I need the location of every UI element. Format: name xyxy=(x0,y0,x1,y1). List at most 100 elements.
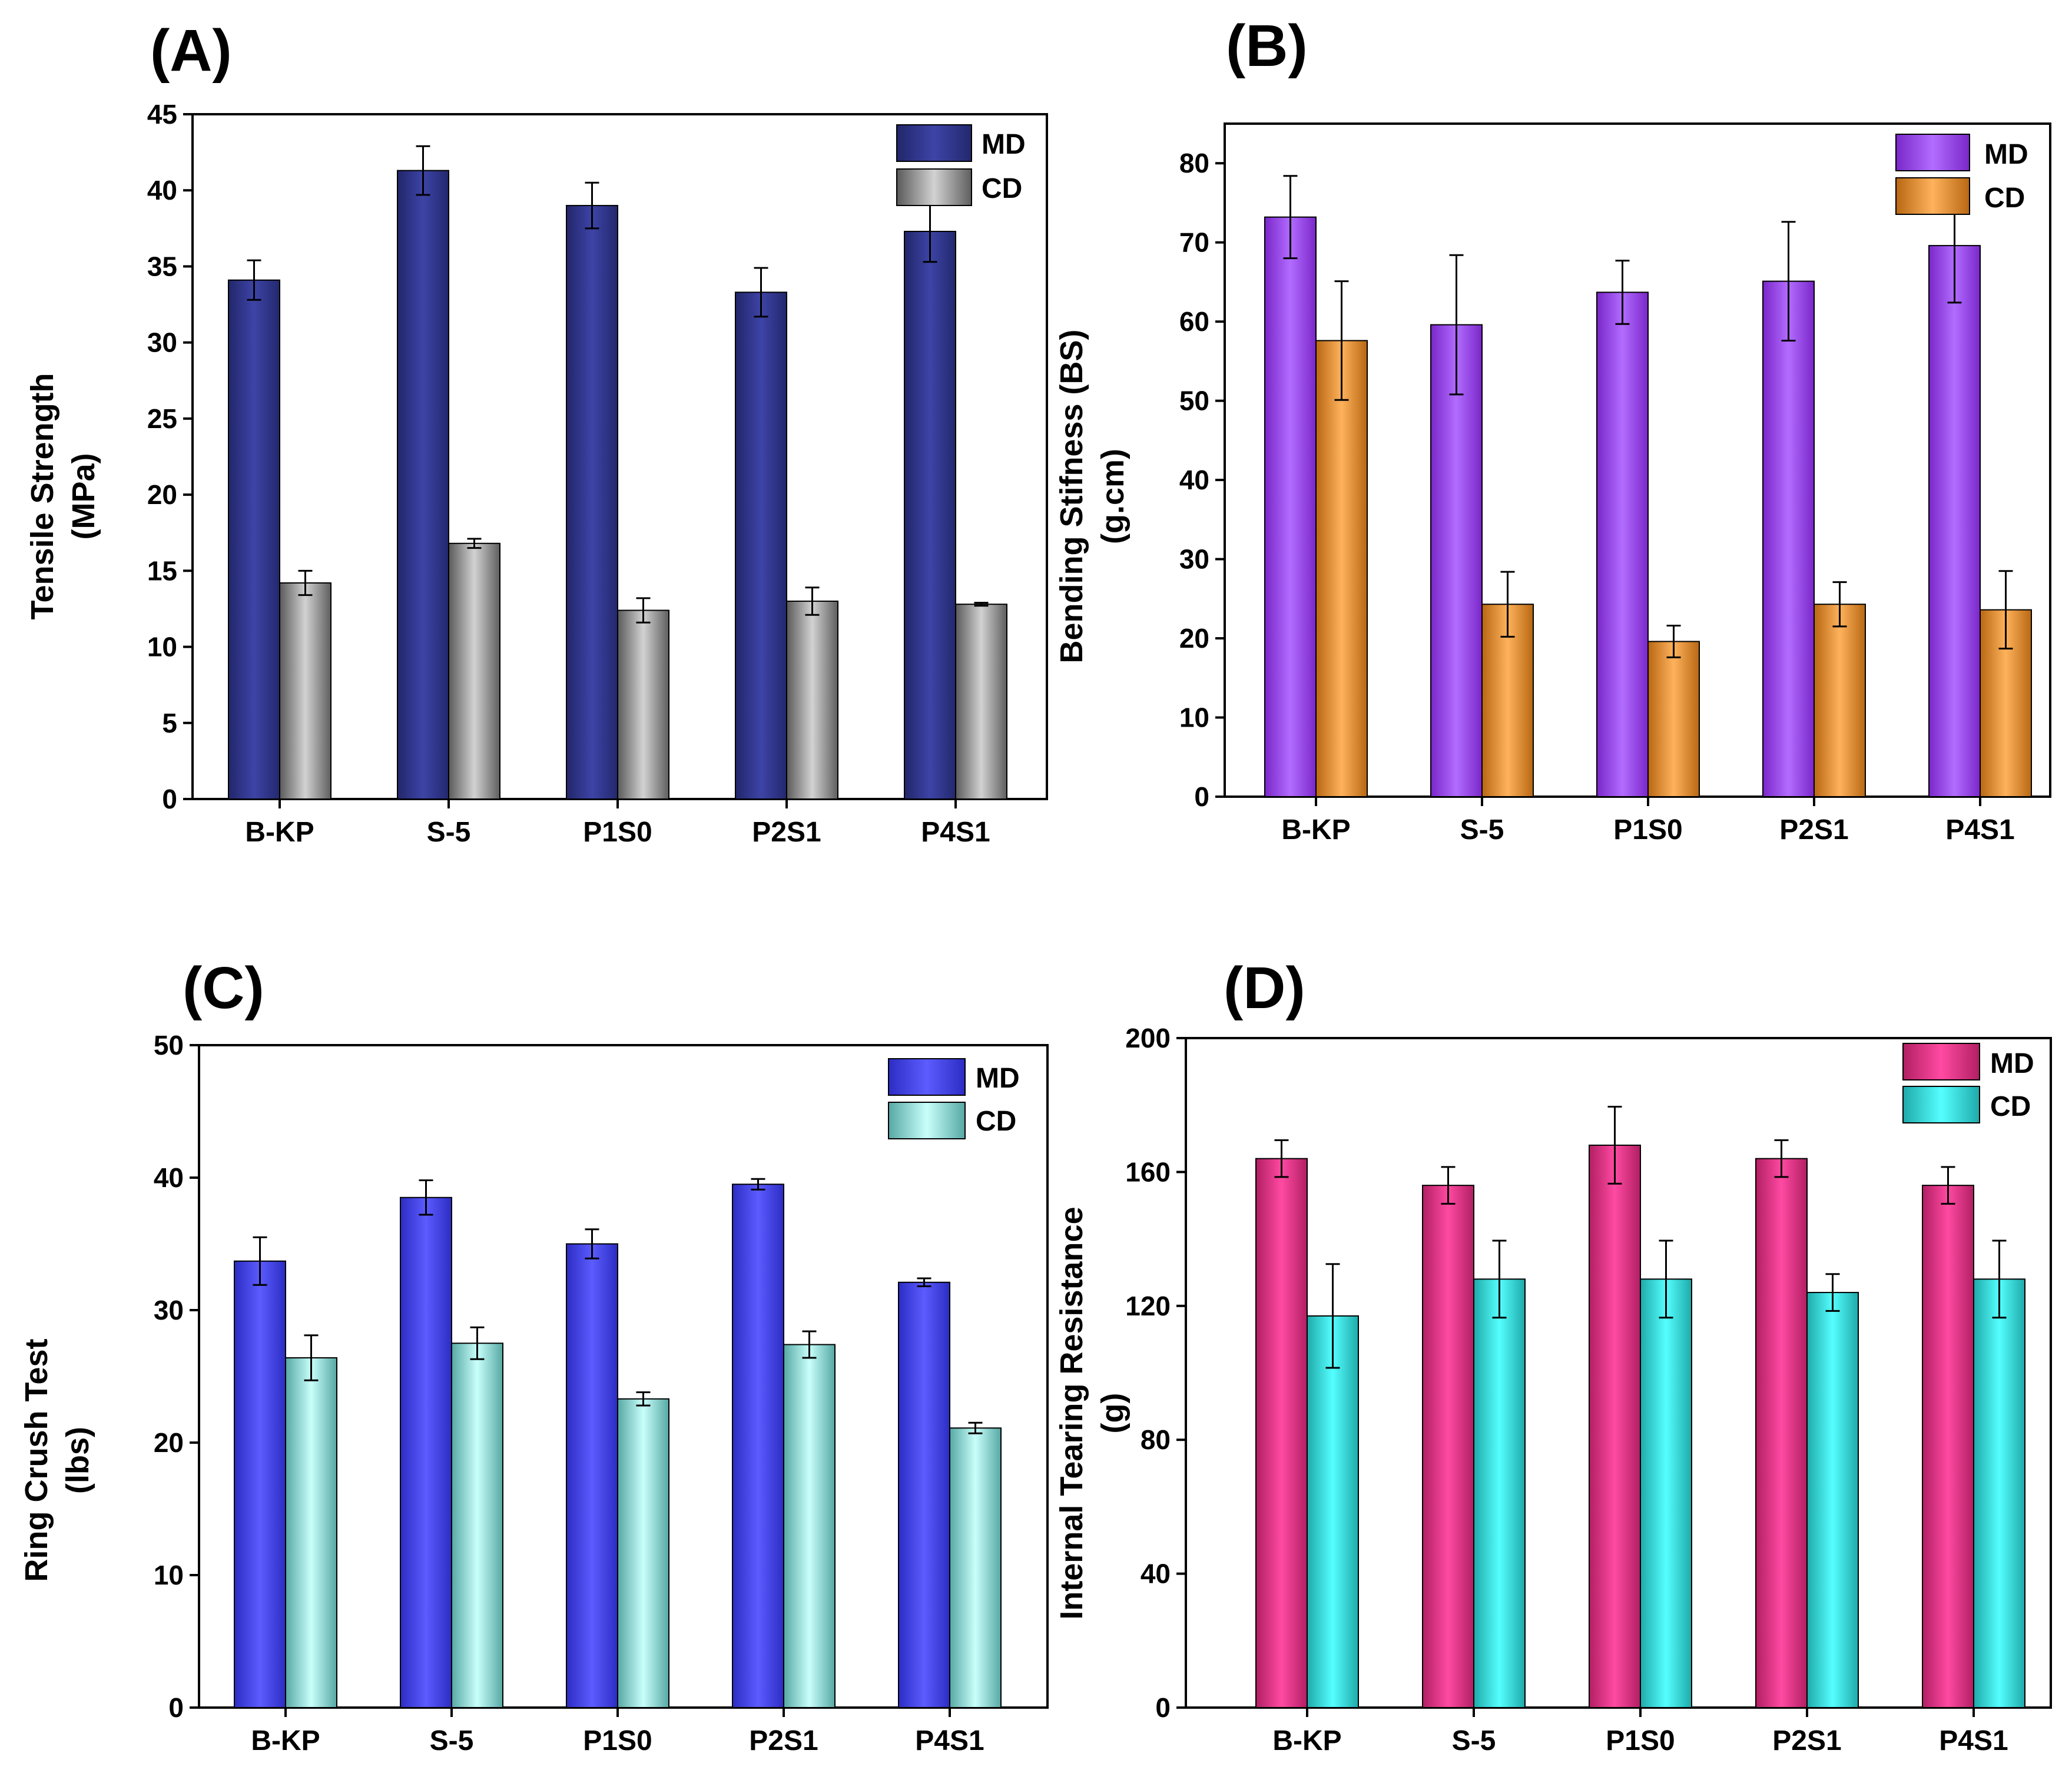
panel-a-ylabel-line2: (MPa) xyxy=(66,453,101,540)
panel-c-ytick-label: 0 xyxy=(168,1692,184,1723)
panel-b-bars xyxy=(1264,175,2032,797)
panel-c-ytick-label: 40 xyxy=(154,1162,184,1193)
panel-d-bar-md-s-5 xyxy=(1422,1185,1474,1708)
panel-b-bar-cd-p1s0 xyxy=(1647,641,1700,797)
panel-b-ytick-label: 10 xyxy=(1179,702,1209,733)
panel-c-ytick-label: 10 xyxy=(154,1560,184,1590)
panel-a-ytick-label: 10 xyxy=(147,632,177,662)
panel-a-ytick-label: 20 xyxy=(147,479,177,510)
panel-c-bar-cd-p2s1 xyxy=(783,1344,836,1708)
panel-a-ytick-label: 5 xyxy=(162,708,177,738)
panel-c-xtick-label: P2S1 xyxy=(749,1725,818,1756)
panel-c-legend-cd-label: CD xyxy=(976,1106,1016,1137)
panel-a-xtick-label: S-5 xyxy=(427,817,471,848)
panel-d-ytick-label: 200 xyxy=(1125,1023,1171,1053)
panel-b-y-axis: 0 10 20 30 40 50 60 70 80 xyxy=(1179,148,1225,812)
panel-a-bar-cd-s-5 xyxy=(448,542,500,800)
panel-b: (B) Bending Stifness (BS) (g.cm) 0 10 20 30… xyxy=(1054,13,2051,846)
panel-a-ytick-label: 45 xyxy=(147,99,177,130)
panel-a-xtick-label: P2S1 xyxy=(752,817,821,848)
panel-d-ylabel-line2: (g) xyxy=(1095,1393,1131,1434)
panel-a-bar-cd-p4s1 xyxy=(955,604,1007,800)
panel-b-legend-cd-label: CD xyxy=(1984,183,2025,214)
panel-b-bar-md-p4s1 xyxy=(1928,245,1981,797)
panel-c-y-axis: 0 10 20 30 40 50 xyxy=(154,1030,199,1723)
panel-d-ytick-label: 0 xyxy=(1155,1692,1171,1723)
panel-b-ytick-label: 80 xyxy=(1179,148,1209,178)
panel-b-xtick-label: P2S1 xyxy=(1779,814,1848,846)
panel-b-bar-cd-b-kp xyxy=(1315,340,1368,797)
panel-b-ytick-label: 70 xyxy=(1179,227,1209,258)
panel-a-x-axis: B-KP S-5 P1S0 P2S1 P4S1 xyxy=(245,799,990,848)
panel-a-bar-md-p2s1 xyxy=(735,291,787,800)
panel-c-xtick-label: S-5 xyxy=(430,1725,474,1756)
panel-a-bars xyxy=(228,145,1007,800)
panel-a-label: (A) xyxy=(150,18,232,84)
panel-c-legend: MD CD xyxy=(888,1058,1020,1139)
panel-a-legend-md-swatch xyxy=(896,124,972,162)
panel-c-bar-md-p4s1 xyxy=(898,1281,950,1708)
panel-b-legend-md-label: MD xyxy=(1984,139,2028,170)
panel-a-xtick-label: P4S1 xyxy=(921,817,990,848)
panel-a-y-axis: 0 5 10 15 20 25 30 35 40 45 xyxy=(147,99,193,814)
panel-b-xtick-label: S-5 xyxy=(1460,814,1504,846)
panel-d-ytick-label: 80 xyxy=(1141,1424,1171,1455)
panel-b-bar-cd-p2s1 xyxy=(1814,604,1866,797)
panel-a-xtick-label: P1S0 xyxy=(583,817,652,848)
panel-d-y-axis: 0 40 80 120 160 200 xyxy=(1125,1023,1186,1723)
panel-c-ylabel-line2: (lbs) xyxy=(60,1427,95,1494)
panel-b-legend-cd-swatch xyxy=(1895,177,1970,215)
panel-c-ylabel-line1: Ring Crush Test xyxy=(19,1338,54,1582)
panel-a-legend-cd-label: CD xyxy=(982,173,1022,204)
panel-c-bar-md-b-kp xyxy=(234,1260,286,1708)
panel-a-ylabel-line1: Tensile Strength xyxy=(25,373,60,619)
panel-c-bar-cd-p4s1 xyxy=(949,1427,1002,1708)
panel-b-ylabel-line1: Bending Stifness (BS) xyxy=(1054,329,1089,663)
panel-d-bar-cd-p1s0 xyxy=(1640,1278,1692,1709)
panel-b-ytick-label: 60 xyxy=(1179,306,1209,337)
panel-d-x-axis: B-KP S-5 P1S0 P2S1 P4S1 xyxy=(1272,1708,2008,1756)
panel-a-bar-cd-b-kp xyxy=(279,582,331,800)
panel-a-bar-md-s-5 xyxy=(397,170,449,800)
panel-a-bar-cd-p2s1 xyxy=(786,601,838,800)
panel-d-legend-md-label: MD xyxy=(1990,1048,2034,1079)
panel-a-ytick-label: 35 xyxy=(147,251,177,281)
panel-d-ytick-label: 120 xyxy=(1125,1291,1171,1321)
panel-b-ytick-label: 50 xyxy=(1179,386,1209,416)
panel-b-ytick-label: 30 xyxy=(1179,544,1209,575)
panel-b-ytick-label: 0 xyxy=(1194,781,1209,812)
panel-a-xtick-label: B-KP xyxy=(245,817,314,848)
panel-b-xtick-label: B-KP xyxy=(1281,814,1350,846)
panel-d: (D) Internal Tearing Resistance (g) 0 40 8… xyxy=(1054,955,2052,1756)
panel-a-ytick-label: 25 xyxy=(147,403,177,434)
panel-d-ylabel-line1: Internal Tearing Resistance xyxy=(1054,1206,1089,1619)
panel-c-ytick-label: 30 xyxy=(154,1295,184,1325)
panel-a-ytick-label: 0 xyxy=(162,784,177,814)
panel-a-bar-md-p4s1 xyxy=(904,231,956,800)
panel-a-bar-md-p1s0 xyxy=(566,205,618,800)
panel-d-xtick-label: P1S0 xyxy=(1606,1725,1675,1756)
panel-c-legend-md-label: MD xyxy=(976,1063,1020,1094)
panel-d-xtick-label: S-5 xyxy=(1452,1725,1496,1756)
panel-c-legend-md-swatch xyxy=(888,1058,966,1096)
panel-a-legend-cd-swatch xyxy=(896,168,972,206)
panel-c-bar-cd-p1s0 xyxy=(617,1398,669,1708)
panel-d-ytick-label: 160 xyxy=(1125,1156,1171,1187)
panel-d-bar-cd-b-kp xyxy=(1307,1315,1359,1708)
panel-b-xtick-label: P4S1 xyxy=(1945,814,2014,846)
panel-b-bar-md-p2s1 xyxy=(1762,280,1815,797)
panel-b-legend-md-swatch xyxy=(1895,134,1970,171)
panel-d-bar-md-p1s0 xyxy=(1589,1144,1641,1709)
panel-d-xtick-label: P2S1 xyxy=(1772,1725,1841,1756)
panel-a: (A) Tensile Strength (MPa) 0 5 10 15 20 25 30 3… xyxy=(25,18,1048,848)
panel-c-xtick-label: B-KP xyxy=(251,1725,320,1756)
panel-d-bar-md-b-kp xyxy=(1255,1158,1308,1709)
panel-c-legend-cd-swatch xyxy=(888,1102,966,1139)
panel-a-ytick-label: 30 xyxy=(147,327,177,358)
panel-b-label: (B) xyxy=(1226,13,1308,79)
panel-c-xtick-label: P4S1 xyxy=(915,1725,984,1756)
panel-c-bar-md-s-5 xyxy=(400,1196,452,1708)
panel-b-bar-md-s-5 xyxy=(1430,324,1483,797)
panel-d-legend: MD CD xyxy=(1902,1043,2034,1123)
